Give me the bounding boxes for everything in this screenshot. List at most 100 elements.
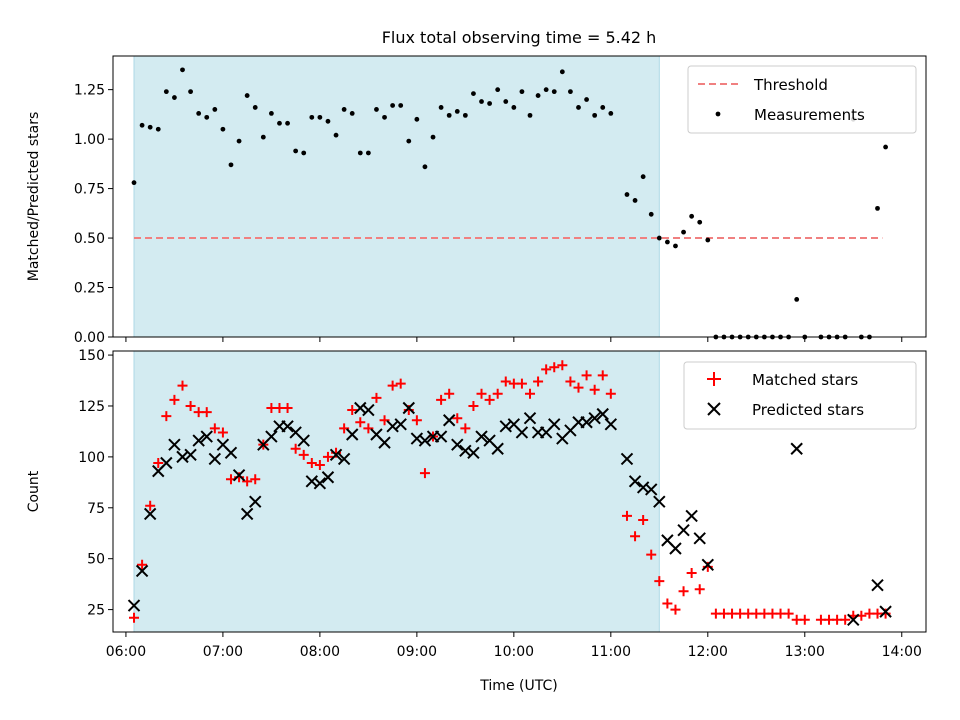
ratio-legend-box bbox=[687, 65, 917, 134]
measurement-point bbox=[341, 107, 347, 112]
matched-point bbox=[516, 378, 527, 389]
measurement-point bbox=[673, 243, 678, 249]
matched-point bbox=[686, 567, 697, 578]
matched-point bbox=[161, 411, 172, 422]
predicted-point bbox=[418, 434, 432, 447]
count-plot-frame bbox=[112, 350, 927, 633]
ratio-panel: 0.00 0.25 0.50 0.75 1.00 1.25 Matched/Predict… bbox=[26, 55, 927, 346]
predicted-point bbox=[596, 407, 609, 421]
predicted-point bbox=[224, 446, 238, 460]
measurement-point bbox=[438, 105, 444, 110]
matched-point bbox=[581, 370, 592, 381]
predicted-point bbox=[523, 411, 537, 425]
y-tick-label: 0.00 bbox=[74, 330, 105, 346]
matched-point bbox=[290, 443, 301, 454]
matched-point bbox=[840, 614, 851, 625]
legend-threshold-label: Threshold bbox=[753, 76, 828, 94]
measurement-point bbox=[559, 69, 565, 75]
matched-point bbox=[484, 394, 495, 405]
predicted-point bbox=[693, 532, 706, 545]
measurement-point bbox=[527, 112, 533, 118]
measurement-point bbox=[511, 105, 517, 110]
predicted-point bbox=[200, 430, 213, 443]
measurement-point bbox=[640, 174, 646, 180]
measurement-point bbox=[414, 116, 420, 122]
measurement-point bbox=[697, 219, 703, 225]
matched-point bbox=[646, 549, 657, 560]
x-tick-label: 09:00 bbox=[397, 644, 437, 660]
predicted-point bbox=[701, 558, 715, 572]
matched-point bbox=[145, 500, 156, 511]
observing-window-shade bbox=[133, 55, 660, 338]
predicted-point bbox=[143, 507, 157, 521]
matched-point bbox=[137, 559, 148, 570]
measurement-point bbox=[244, 93, 250, 98]
measurement-point bbox=[495, 87, 501, 93]
predicted-point bbox=[879, 605, 892, 618]
predicted-point bbox=[168, 438, 181, 451]
predicted-point bbox=[160, 456, 173, 470]
x-tick-label: 11:00 bbox=[591, 644, 631, 660]
matched-point bbox=[347, 405, 358, 416]
measurement-point bbox=[664, 239, 670, 245]
matched-point bbox=[621, 510, 632, 521]
matched-point bbox=[177, 380, 188, 391]
predicted-point bbox=[588, 411, 601, 425]
measurement-point bbox=[357, 150, 363, 156]
measurement-point bbox=[333, 132, 339, 138]
predicted-point bbox=[240, 507, 254, 521]
measurement-point bbox=[430, 134, 436, 140]
predicted-point bbox=[127, 599, 141, 612]
measurement-point bbox=[568, 89, 573, 95]
measurement-point bbox=[535, 93, 541, 98]
measurement-point bbox=[365, 150, 371, 156]
measurement-point bbox=[309, 114, 315, 120]
predicted-point bbox=[669, 542, 682, 555]
predicted-point bbox=[346, 428, 359, 441]
predicted-point bbox=[281, 420, 294, 433]
measurement-point bbox=[487, 101, 492, 106]
legend-predicted-swatch bbox=[707, 402, 721, 416]
predicted-point bbox=[265, 430, 278, 443]
measurement-point bbox=[285, 120, 290, 126]
observing-window-shade bbox=[133, 350, 660, 633]
measurement-point bbox=[705, 237, 711, 243]
x-tick-label: 07:00 bbox=[203, 644, 243, 660]
measurement-point bbox=[519, 89, 525, 95]
matched-point bbox=[201, 407, 212, 418]
chart-title: Flux total observing time = 5.42 h bbox=[382, 28, 657, 47]
predicted-point bbox=[184, 448, 197, 462]
measurement-point bbox=[648, 211, 654, 217]
measurement-point bbox=[689, 213, 695, 219]
matched-point bbox=[694, 584, 705, 595]
legend-predicted-label: Predicted stars bbox=[752, 401, 864, 419]
x-tick-label: 12:00 bbox=[688, 644, 728, 660]
legend-matched-label: Matched stars bbox=[752, 371, 858, 389]
measurement-point bbox=[551, 89, 557, 95]
matched-point bbox=[217, 427, 228, 438]
matched-point bbox=[492, 388, 503, 399]
measurement-point bbox=[398, 103, 404, 108]
measurement-point bbox=[325, 118, 331, 124]
predicted-point bbox=[451, 438, 464, 451]
y-tick-label: 50 bbox=[87, 552, 105, 568]
predicted-point bbox=[402, 401, 415, 415]
measurement-point bbox=[301, 150, 307, 156]
count-x-ticks: 06:00 07:00 08:00 09:00 10:00 11:00 12:00 13:00… bbox=[106, 632, 922, 660]
y-tick-label: 1.00 bbox=[74, 132, 105, 148]
measurement-point bbox=[155, 126, 161, 132]
predicted-point bbox=[515, 426, 529, 439]
matched-point bbox=[129, 612, 140, 623]
matched-point bbox=[282, 403, 293, 414]
y-tick-label: 125 bbox=[78, 399, 105, 415]
matched-point bbox=[387, 380, 398, 391]
matched-point bbox=[185, 400, 196, 411]
measurement-point bbox=[794, 297, 800, 302]
measurement-point bbox=[406, 138, 412, 144]
measurement-point bbox=[147, 124, 153, 130]
y-tick-label: 1.25 bbox=[74, 83, 105, 99]
measurement-point bbox=[172, 95, 177, 100]
y-tick-label: 75 bbox=[87, 501, 105, 517]
matched-point bbox=[654, 576, 665, 587]
